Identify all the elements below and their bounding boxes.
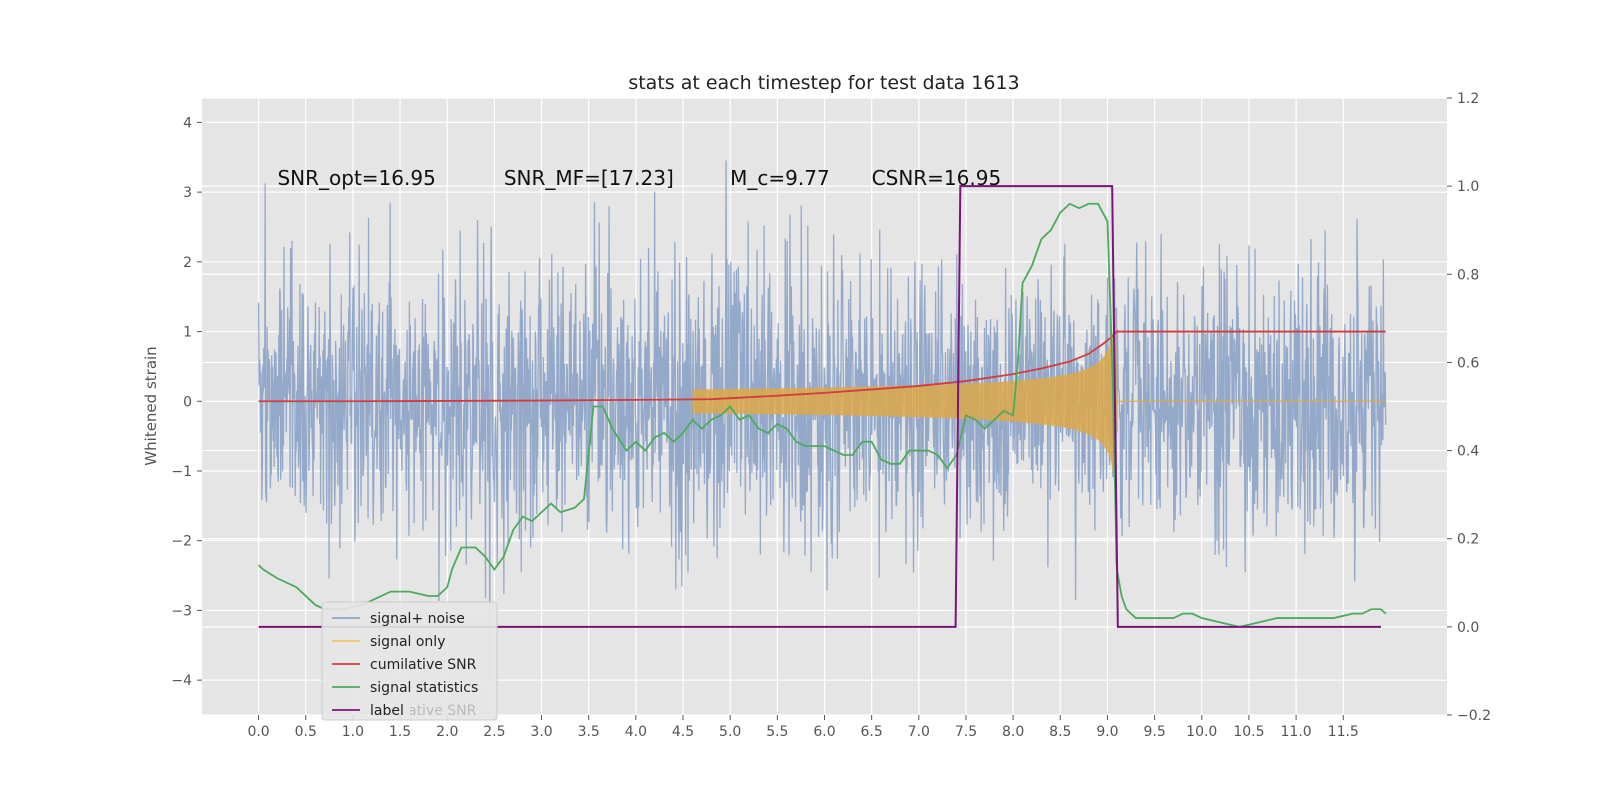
x-tick-label: 6.5 — [861, 724, 883, 740]
x-tick-label: 4.0 — [625, 724, 647, 740]
annotation-text: M_c=9.77 — [730, 166, 830, 190]
y2-tick-label: 1.0 — [1457, 179, 1479, 195]
series-signal-statistics-line — [257, 202, 1387, 628]
x-tick-label: 11.5 — [1328, 724, 1359, 740]
x-tick-label: 2.0 — [436, 724, 458, 740]
y-tick-label: 3 — [183, 185, 192, 201]
x-tick-label: 10.0 — [1186, 724, 1217, 740]
axes: 0.0 0.5 1.0 1.5 2.0 2.5 3.0 3.5 4.0 4.5 5.0 5.5 6.0 6… — [171, 91, 1491, 740]
legend-box — [321, 601, 498, 721]
x-tick-label: 9.5 — [1143, 724, 1165, 740]
y2-tick-label: 0.4 — [1457, 444, 1479, 460]
x-tick-label: 4.5 — [672, 724, 694, 740]
x-tick-label: 8.5 — [1049, 724, 1071, 740]
series-label-line — [258, 185, 1381, 628]
x-tick-label: 0.0 — [247, 724, 269, 740]
legend-ghost-label: cumilative SNR — [370, 703, 477, 719]
x-tick-label: 11.0 — [1281, 724, 1312, 740]
x-tick-label: 8.0 — [1002, 724, 1024, 740]
y-tick-label: −1 — [171, 464, 192, 480]
y-tick-label: 2 — [183, 255, 192, 271]
annotation-text: SNR_MF=[17.23] — [504, 166, 674, 190]
legend-label: label — [370, 703, 404, 719]
y2-tick-label: 1.2 — [1457, 91, 1479, 107]
y2-tick-label: 0.0 — [1457, 620, 1479, 636]
x-tick-label: 10.5 — [1233, 724, 1264, 740]
annotation-text: SNR_opt=16.95 — [277, 166, 435, 190]
legend-label: signal statistics — [370, 680, 478, 696]
legend: signal+ noise signal only cumilative SNR si… — [321, 601, 498, 721]
series-signal-noise-line — [257, 160, 1387, 678]
legend-label: signal+ noise — [370, 611, 465, 627]
x-tick-label: 5.0 — [719, 724, 741, 740]
x-tick-label: 9.0 — [1096, 724, 1118, 740]
y2-tick-label: 0.6 — [1457, 355, 1479, 371]
x-tick-label: 6.0 — [813, 724, 835, 740]
y-tick-label: 0 — [183, 394, 192, 410]
legend-label: signal only — [370, 634, 445, 650]
x-tick-label: 3.5 — [578, 724, 600, 740]
x-tick-label: 7.0 — [908, 724, 930, 740]
y-axis-label: Whitened strain — [142, 346, 160, 465]
x-tick-label: 0.5 — [295, 724, 317, 740]
y-tick-label: −2 — [171, 534, 192, 550]
y-tick-label: 4 — [183, 115, 192, 131]
x-tick-label: 2.5 — [483, 724, 505, 740]
legend-label: cumilative SNR — [370, 657, 477, 673]
y-tick-label: 1 — [183, 325, 192, 341]
y2-tick-label: 0.8 — [1457, 267, 1479, 283]
x-tick-label: 5.5 — [766, 724, 788, 740]
series-signal-only-fill — [692, 308, 1117, 495]
x-tick-label: 1.0 — [342, 724, 364, 740]
chart-title: stats at each timestep for test data 161… — [628, 72, 1019, 94]
y2-tick-label: 0.2 — [1457, 532, 1479, 548]
series-cumulative-snr-line — [258, 330, 1386, 403]
annotations: SNR_opt=16.95 SNR_MF=[17.23] M_c=9.77 CSNR=… — [277, 166, 1001, 190]
x-tick-label: 3.0 — [530, 724, 552, 740]
y-tick-label: −3 — [171, 603, 192, 619]
y-tick-label: −4 — [171, 673, 192, 689]
x-tick-label: 7.5 — [955, 724, 977, 740]
annotation-text: CSNR=16.95 — [872, 166, 1002, 190]
x-tick-label: 1.5 — [389, 724, 411, 740]
y2-tick-label: −0.2 — [1457, 708, 1491, 724]
